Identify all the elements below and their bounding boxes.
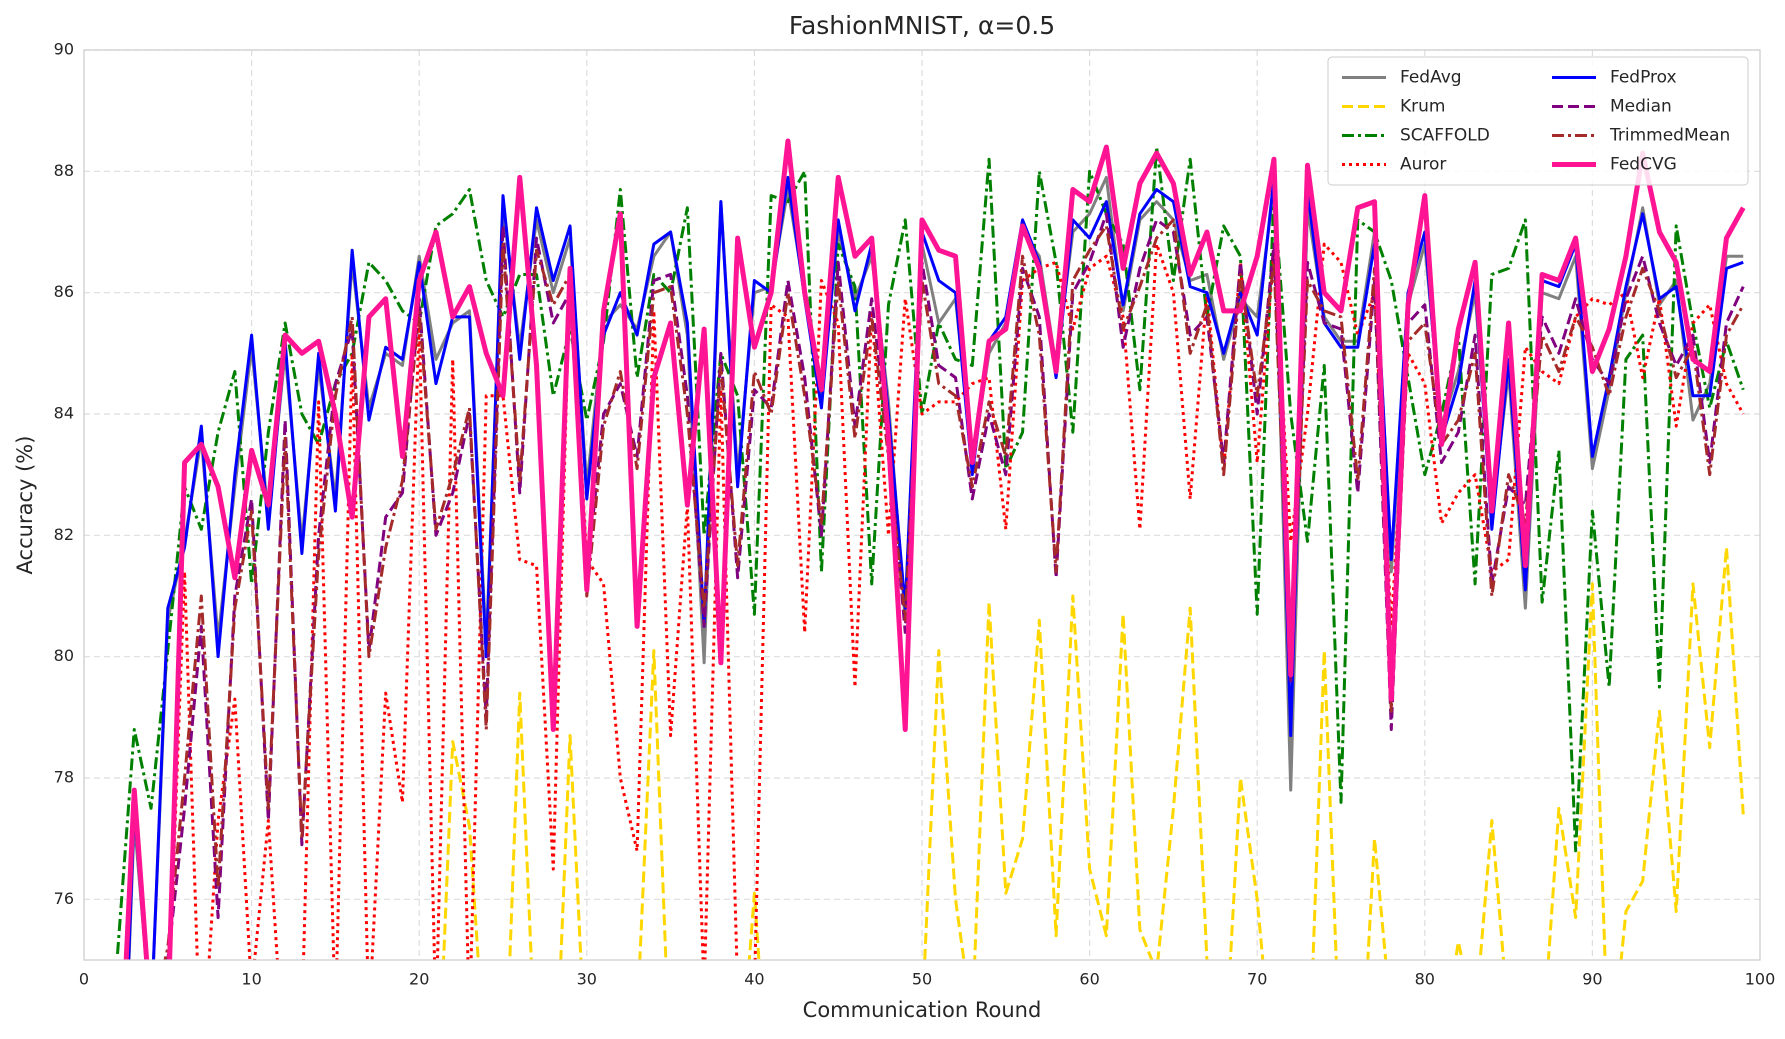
x-tick-label: 30: [577, 970, 597, 989]
series-line: [163, 218, 1745, 960]
legend-label: FedCVG: [1610, 155, 1677, 175]
x-tick-label: 50: [912, 970, 932, 989]
y-tick-label: 80: [54, 646, 74, 665]
y-tick-label: 84: [54, 404, 74, 423]
y-tick-label: 86: [54, 282, 74, 301]
series-line: [166, 212, 1745, 960]
x-tick-label: 80: [1415, 970, 1435, 989]
x-tick-label: 40: [744, 970, 764, 989]
legend-label: FedAvg: [1400, 68, 1462, 88]
y-tick-label: 82: [54, 525, 74, 544]
chart-title: FashionMNIST, α=0.5: [789, 11, 1055, 40]
series-line: [123, 138, 1746, 960]
series-line: [127, 175, 1744, 960]
legend-label: Auror: [1400, 155, 1446, 175]
plot-frame: [83, 49, 1761, 961]
x-tick-label: 70: [1247, 970, 1267, 989]
legend: FedAvg Krum SCAFFOLD Auror FedProx Median Trim…: [1327, 56, 1749, 186]
legend-label: SCAFFOLD: [1400, 126, 1490, 146]
y-tick-label: 90: [54, 40, 74, 59]
x-tick-label: 0: [79, 970, 89, 989]
legend-label: Krum: [1400, 97, 1445, 117]
legend-label: FedProx: [1610, 68, 1677, 88]
x-tick-label: 100: [1745, 970, 1776, 989]
legend-label: Median: [1610, 97, 1672, 117]
series-line: [116, 145, 1745, 955]
y-tick-label: 76: [54, 889, 74, 908]
legend-label: TrimmedMean: [1609, 126, 1730, 146]
lines: [116, 138, 1746, 960]
y-tick-label: 88: [54, 161, 74, 180]
y-axis-label: Accuracy (%): [13, 436, 37, 575]
x-tick-label: 90: [1582, 970, 1602, 989]
x-tick-label: 10: [241, 970, 261, 989]
ticks: 0 10 20 30 40 50 60 70 80 90 100 76 78 80 82 84 86 88 90: [54, 40, 1776, 989]
x-tick-label: 60: [1079, 970, 1099, 989]
y-tick-label: 78: [54, 768, 74, 787]
legend-box: [1327, 56, 1749, 186]
x-axis-label: Communication Round: [803, 998, 1042, 1022]
x-tick-label: 20: [409, 970, 429, 989]
